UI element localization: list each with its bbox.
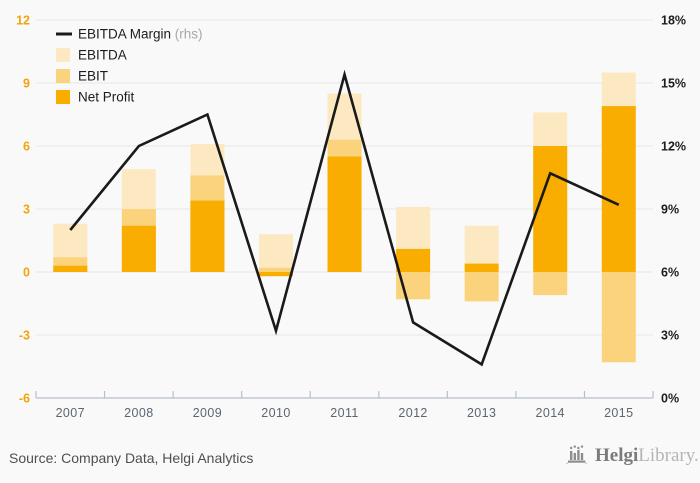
bar-ebit-2015 bbox=[601, 272, 636, 363]
bar-net_profit-2011 bbox=[327, 156, 362, 272]
right-axis-label: 6% bbox=[661, 266, 679, 280]
x-axis-label: 2010 bbox=[261, 406, 290, 420]
legend-swatch bbox=[56, 69, 70, 83]
legend-swatch bbox=[56, 90, 70, 104]
bar-net_profit-2012 bbox=[396, 248, 431, 272]
bar-ebit-2013 bbox=[464, 272, 499, 302]
bar-net_profit-2015 bbox=[601, 106, 636, 272]
logo-text-library: Library. bbox=[638, 444, 699, 466]
bar-net_profit-2008 bbox=[121, 225, 156, 272]
left-axis-label: 0 bbox=[23, 266, 30, 280]
bar-net_profit-2007 bbox=[53, 265, 88, 272]
bar-net_profit-2010 bbox=[258, 272, 293, 277]
x-axis-label: 2014 bbox=[536, 406, 565, 420]
legend-label: Net Profit bbox=[78, 90, 135, 105]
right-axis-label: 18% bbox=[661, 14, 686, 28]
helgi-library-logo: HelgiLibrary. bbox=[566, 444, 699, 466]
right-axis-label: 9% bbox=[661, 203, 679, 217]
x-axis-label: 2008 bbox=[124, 406, 153, 420]
left-axis-label: 3 bbox=[23, 203, 30, 217]
helgi-library-logo-icon bbox=[566, 445, 588, 464]
legend-swatch bbox=[56, 48, 70, 62]
left-axis-label: 6 bbox=[23, 140, 30, 154]
left-axis-label: -3 bbox=[19, 329, 30, 343]
ebitda-margin-line bbox=[69, 69, 620, 367]
chart-canvas: 12 18% 9 15% 6 12% 3 9% 0 6% -3 3% -6 0% 2007 2008 2009 2… bbox=[16, 14, 686, 421]
left-axis-label: -6 bbox=[19, 392, 30, 406]
right-axis-label: 0% bbox=[661, 392, 679, 406]
bar-ebit-2010 bbox=[258, 267, 293, 272]
x-axis-label: 2012 bbox=[398, 406, 427, 420]
bar-net_profit-2013 bbox=[464, 263, 499, 272]
legend-label: EBIT bbox=[78, 69, 108, 84]
legend-label: EBITDA bbox=[78, 48, 127, 63]
left-axis-label: 12 bbox=[16, 14, 30, 28]
x-axis-label: 2013 bbox=[467, 406, 496, 420]
left-axis-label: 9 bbox=[23, 77, 30, 91]
logo-text: HelgiLibrary. bbox=[595, 446, 699, 465]
logo-text-helgi: Helgi bbox=[595, 444, 639, 466]
x-axis-label: 2007 bbox=[56, 406, 85, 420]
bar-net_profit-2009 bbox=[190, 200, 225, 272]
x-axis-label: 2011 bbox=[330, 406, 358, 420]
bar-ebit-2014 bbox=[533, 272, 568, 296]
right-axis-label: 15% bbox=[661, 77, 686, 91]
legend-label: EBITDA Margin (rhs) bbox=[78, 27, 203, 42]
x-axis-label: 2009 bbox=[193, 406, 222, 420]
right-axis-label: 3% bbox=[661, 329, 679, 343]
bar-net_profit-2014 bbox=[533, 146, 568, 272]
source-text: Source: Company Data, Helgi Analytics bbox=[9, 450, 254, 466]
right-axis-label: 12% bbox=[661, 140, 686, 154]
bar-ebitda-2010 bbox=[258, 234, 293, 272]
x-axis-label: 2015 bbox=[604, 406, 633, 420]
